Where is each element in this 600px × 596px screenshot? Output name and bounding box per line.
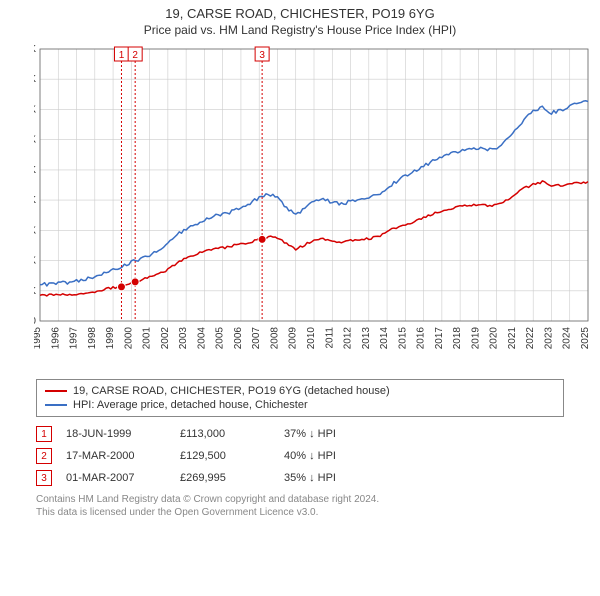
chart-container: 19, CARSE ROAD, CHICHESTER, PO19 6YG Pri… [0,6,600,596]
svg-text:2001: 2001 [142,327,153,350]
svg-text:£200K: £200K [34,256,36,267]
svg-text:2024: 2024 [562,327,573,350]
svg-text:£0: £0 [34,316,36,327]
svg-text:£700K: £700K [34,104,36,115]
legend-swatch [45,390,67,392]
svg-text:1998: 1998 [87,327,98,350]
sale-row: 1 18-JUN-1999 £113,000 37% ↓ HPI [36,423,564,445]
chart-legend: 19, CARSE ROAD, CHICHESTER, PO19 6YG (de… [36,379,564,417]
sales-table: 1 18-JUN-1999 £113,000 37% ↓ HPI 2 17-MAR-200… [36,423,564,489]
legend-item: HPI: Average price, detached house, Chic… [45,398,555,412]
svg-text:1996: 1996 [50,327,61,350]
svg-text:1: 1 [119,50,125,61]
svg-text:2: 2 [132,50,138,61]
svg-text:2017: 2017 [434,327,445,350]
footer-attribution: Contains HM Land Registry data © Crown c… [36,493,564,519]
sale-row: 2 17-MAR-2000 £129,500 40% ↓ HPI [36,445,564,467]
sale-hpi-delta: 37% ↓ HPI [284,428,374,440]
svg-text:£800K: £800K [34,74,36,85]
line-chart-svg: £0 £100K £200K £300K £400K £500K £600K £700K £80… [34,41,594,371]
svg-text:2009: 2009 [288,327,299,350]
svg-text:2000: 2000 [123,327,134,350]
chart-subtitle: Price paid vs. HM Land Registry's House … [0,23,600,37]
legend-swatch [45,404,67,406]
svg-text:2004: 2004 [196,327,207,350]
svg-text:2003: 2003 [178,327,189,350]
svg-text:£100K: £100K [34,286,36,297]
sale-marker: 2 [36,448,52,464]
svg-text:£400K: £400K [34,195,36,206]
svg-text:2014: 2014 [379,327,390,350]
svg-text:1995: 1995 [34,327,43,350]
sale-date: 18-JUN-1999 [66,428,166,440]
svg-text:2021: 2021 [507,327,518,350]
sale-hpi-delta: 40% ↓ HPI [284,450,374,462]
svg-text:2010: 2010 [306,327,317,350]
svg-text:2022: 2022 [525,327,536,350]
sale-row: 3 01-MAR-2007 £269,995 35% ↓ HPI [36,467,564,489]
svg-text:2007: 2007 [251,327,262,350]
svg-text:2008: 2008 [269,327,280,350]
chart-plot-area: £0 £100K £200K £300K £400K £500K £600K £700K £80… [34,41,594,371]
svg-text:2023: 2023 [543,327,554,350]
sale-price: £113,000 [180,428,270,440]
svg-text:2019: 2019 [470,327,481,350]
svg-text:£600K: £600K [34,135,36,146]
svg-text:£300K: £300K [34,225,36,236]
sale-price: £129,500 [180,450,270,462]
legend-label: 19, CARSE ROAD, CHICHESTER, PO19 6YG (de… [73,385,390,397]
svg-text:3: 3 [259,50,265,61]
chart-title: 19, CARSE ROAD, CHICHESTER, PO19 6YG [0,6,600,21]
svg-text:1997: 1997 [69,327,80,350]
footer-line-1: Contains HM Land Registry data © Crown c… [36,493,564,506]
svg-text:2015: 2015 [397,327,408,350]
svg-text:2002: 2002 [160,327,171,350]
svg-text:2005: 2005 [215,327,226,350]
sale-date: 17-MAR-2000 [66,450,166,462]
svg-text:2013: 2013 [361,327,372,350]
svg-text:2006: 2006 [233,327,244,350]
legend-label: HPI: Average price, detached house, Chic… [73,399,308,411]
svg-text:2016: 2016 [416,327,427,350]
sale-date: 01-MAR-2007 [66,472,166,484]
legend-item: 19, CARSE ROAD, CHICHESTER, PO19 6YG (de… [45,384,555,398]
sale-price: £269,995 [180,472,270,484]
svg-text:£900K: £900K [34,44,36,55]
svg-text:1999: 1999 [105,327,116,350]
svg-text:2012: 2012 [343,327,354,350]
svg-text:2018: 2018 [452,327,463,350]
sale-hpi-delta: 35% ↓ HPI [284,472,374,484]
svg-text:£500K: £500K [34,165,36,176]
sale-marker: 3 [36,470,52,486]
footer-line-2: This data is licensed under the Open Gov… [36,506,564,519]
svg-text:2011: 2011 [324,327,335,349]
svg-text:2020: 2020 [489,327,500,350]
svg-text:2025: 2025 [580,327,591,350]
sale-marker: 1 [36,426,52,442]
